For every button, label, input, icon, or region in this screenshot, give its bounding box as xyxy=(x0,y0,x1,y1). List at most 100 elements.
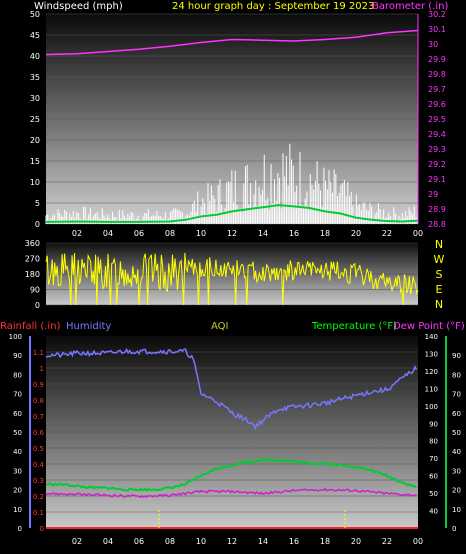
humidity-tick-label: 0 xyxy=(18,525,22,533)
windspeed-tick-label: 10 xyxy=(30,178,40,187)
hour-tick-label: 02 xyxy=(72,537,82,546)
dewpoint-tick-label: 0 xyxy=(452,525,456,533)
windspeed-tick-label: 35 xyxy=(30,73,40,82)
hour-tick-label: 18 xyxy=(320,229,330,238)
barometer-tick-label: 29.9 xyxy=(428,55,446,64)
rainfall-tick-label: 0.7 xyxy=(33,413,44,421)
windspeed-tick-label: 0 xyxy=(35,220,40,229)
temperature-line xyxy=(45,457,417,492)
hour-tick-label: 08 xyxy=(165,229,175,238)
rainfall-tick-label: 0.6 xyxy=(33,429,45,437)
windspeed-tick-label: 45 xyxy=(30,31,40,40)
rainfall-tick-label: 0.2 xyxy=(33,493,44,501)
humidity-tick-label: 30 xyxy=(13,467,22,475)
compass-label: S xyxy=(436,268,443,281)
gust-average-line xyxy=(45,204,419,223)
direction-tick-label: 180 xyxy=(25,270,40,279)
humidity-tick-label: 60 xyxy=(13,410,22,418)
hour-tick-label: 22 xyxy=(382,537,392,546)
windspeed-tick-label: 20 xyxy=(30,136,40,145)
humidity-tick-label: 40 xyxy=(13,448,22,456)
humidity-tick-label: 50 xyxy=(13,429,22,437)
hour-tick-label: 04 xyxy=(103,537,113,546)
hour-tick-label: 16 xyxy=(289,229,299,238)
barometer-tick-label: 29 xyxy=(428,190,438,199)
rainfall-tick-label: 0.9 xyxy=(33,381,44,389)
rainfall-tick-label: 1 xyxy=(40,365,44,373)
direction-tick-label: 270 xyxy=(25,255,40,264)
windspeed-tick-label: 5 xyxy=(35,199,40,208)
rainfall-axis-title: Rainfall (.in) xyxy=(0,321,61,332)
hour-tick-label: 12 xyxy=(227,537,237,546)
temperature-tick-label: 130 xyxy=(425,350,438,358)
humidity-axis-title: Humidity xyxy=(66,321,111,332)
compass-label: N xyxy=(435,238,443,251)
hour-tick-label: 20 xyxy=(351,537,361,546)
humidity-tick-label: 80 xyxy=(13,371,22,379)
windspeed-tick-label: 50 xyxy=(30,10,40,19)
dewpoint-tick-label: 70 xyxy=(452,391,461,399)
temperature-tick-label: 100 xyxy=(425,403,438,411)
rainfall-tick-label: 0.8 xyxy=(33,397,44,405)
barometer-tick-label: 30.1 xyxy=(428,25,446,34)
temperature-humidity-panel: 010203040506070809010000.10.20.30.40.50.… xyxy=(9,333,461,546)
temperature-tick-label: 70 xyxy=(429,455,438,463)
hour-tick-label: 14 xyxy=(258,229,268,238)
rainfall-tick-label: 0.3 xyxy=(33,477,44,485)
dewpoint-tick-label: 40 xyxy=(452,448,461,456)
direction-tick-label: 360 xyxy=(25,239,40,248)
humidity-line xyxy=(45,347,418,431)
barometer-axis-title: Barometer (.in) xyxy=(372,1,448,12)
windspeed-tick-label: 30 xyxy=(30,94,40,103)
temperature-tick-label: 120 xyxy=(425,368,438,376)
hour-tick-label: 20 xyxy=(351,229,361,238)
temperature-tick-label: 40 xyxy=(429,508,438,516)
direction-tick-label: 90 xyxy=(30,286,40,295)
hour-tick-label: 08 xyxy=(165,537,175,546)
rainfall-tick-label: 0 xyxy=(40,525,44,533)
hour-tick-label: 18 xyxy=(320,537,330,546)
dewpoint-tick-label: 20 xyxy=(452,487,461,495)
hour-tick-label: 06 xyxy=(134,537,144,546)
compass-label: W xyxy=(434,253,445,266)
temperature-axis-title: Temperature (°F) xyxy=(311,321,397,332)
hour-tick-label: 00 xyxy=(413,229,423,238)
hour-tick-label: 12 xyxy=(227,229,237,238)
compass-label: E xyxy=(436,283,443,296)
dewpoint-line xyxy=(45,487,417,499)
humidity-tick-label: 90 xyxy=(13,352,22,360)
dewpoint-tick-label: 10 xyxy=(452,506,461,514)
windspeed-tick-label: 15 xyxy=(30,157,40,166)
barometer-tick-label: 29.8 xyxy=(428,70,446,79)
humidity-tick-label: 100 xyxy=(9,333,22,341)
rainfall-tick-label: 0.4 xyxy=(33,461,45,469)
barometer-tick-label: 28.8 xyxy=(428,220,446,229)
barometer-tick-label: 29.1 xyxy=(428,175,446,184)
dewpoint-tick-label: 80 xyxy=(452,371,461,379)
humidity-tick-label: 70 xyxy=(13,391,22,399)
barometer-tick-label: 29.5 xyxy=(428,115,446,124)
temperature-tick-label: 50 xyxy=(429,490,438,498)
hour-tick-label: 16 xyxy=(289,537,299,546)
graph-title: 24 hour graph day : September 19 2023 xyxy=(172,1,374,12)
hour-tick-label: 06 xyxy=(134,229,144,238)
aqi-label: AQI xyxy=(211,321,229,332)
hour-tick-label: 00 xyxy=(413,537,423,546)
hour-tick-label: 10 xyxy=(196,537,206,546)
temperature-tick-label: 60 xyxy=(429,473,438,481)
hour-tick-label: 10 xyxy=(196,229,206,238)
rainfall-tick-label: 0.5 xyxy=(33,445,44,453)
barometer-tick-label: 30 xyxy=(428,40,438,49)
compass-label: N xyxy=(435,298,443,311)
wind-barometer-panel: 0 5 10 15 20 25 30 35 40 45 50 28.8 28.9 29 29.1 29.2 2… xyxy=(30,10,446,238)
windspeed-axis-title: Windspeed (mph) xyxy=(34,1,123,12)
humidity-tick-label: 10 xyxy=(13,506,22,514)
barometer-tick-label: 29.2 xyxy=(428,160,446,169)
barometer-tick-label: 29.3 xyxy=(428,145,446,154)
rainfall-tick-label: 0.1 xyxy=(33,509,44,517)
temperature-tick-label: 80 xyxy=(429,438,438,446)
dewpoint-axis-title: Dew Point (°F) xyxy=(393,321,465,332)
hour-tick-label: 02 xyxy=(72,229,82,238)
barometer-tick-label: 30.2 xyxy=(428,10,446,19)
